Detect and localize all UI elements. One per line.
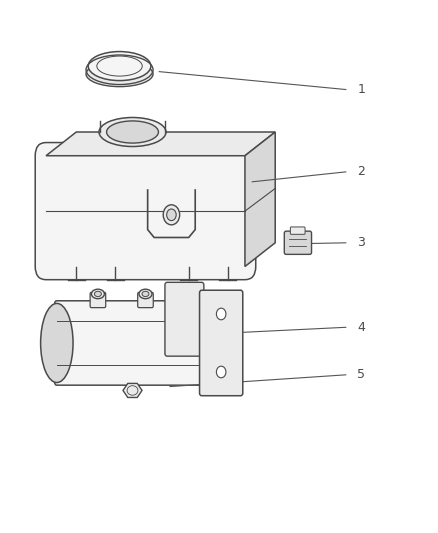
Polygon shape bbox=[46, 132, 275, 156]
Ellipse shape bbox=[41, 303, 73, 383]
Ellipse shape bbox=[88, 52, 151, 80]
Polygon shape bbox=[245, 132, 275, 266]
FancyBboxPatch shape bbox=[138, 292, 153, 308]
Text: 3: 3 bbox=[357, 236, 365, 249]
Text: 5: 5 bbox=[357, 368, 365, 381]
FancyBboxPatch shape bbox=[55, 301, 238, 385]
Ellipse shape bbox=[99, 117, 166, 147]
Polygon shape bbox=[123, 383, 142, 398]
Ellipse shape bbox=[163, 205, 180, 225]
FancyBboxPatch shape bbox=[35, 142, 256, 280]
Ellipse shape bbox=[167, 209, 176, 221]
FancyBboxPatch shape bbox=[165, 282, 204, 356]
FancyBboxPatch shape bbox=[284, 231, 311, 254]
Ellipse shape bbox=[92, 289, 104, 298]
Ellipse shape bbox=[216, 366, 226, 378]
Ellipse shape bbox=[139, 289, 152, 298]
Text: 2: 2 bbox=[357, 165, 365, 178]
Text: 4: 4 bbox=[357, 321, 365, 334]
FancyBboxPatch shape bbox=[90, 292, 106, 308]
Ellipse shape bbox=[216, 308, 226, 320]
Ellipse shape bbox=[86, 61, 153, 87]
Ellipse shape bbox=[106, 121, 159, 143]
Text: 1: 1 bbox=[357, 83, 365, 96]
FancyBboxPatch shape bbox=[290, 227, 305, 235]
Ellipse shape bbox=[95, 292, 101, 296]
FancyBboxPatch shape bbox=[200, 290, 243, 395]
Ellipse shape bbox=[142, 292, 149, 296]
